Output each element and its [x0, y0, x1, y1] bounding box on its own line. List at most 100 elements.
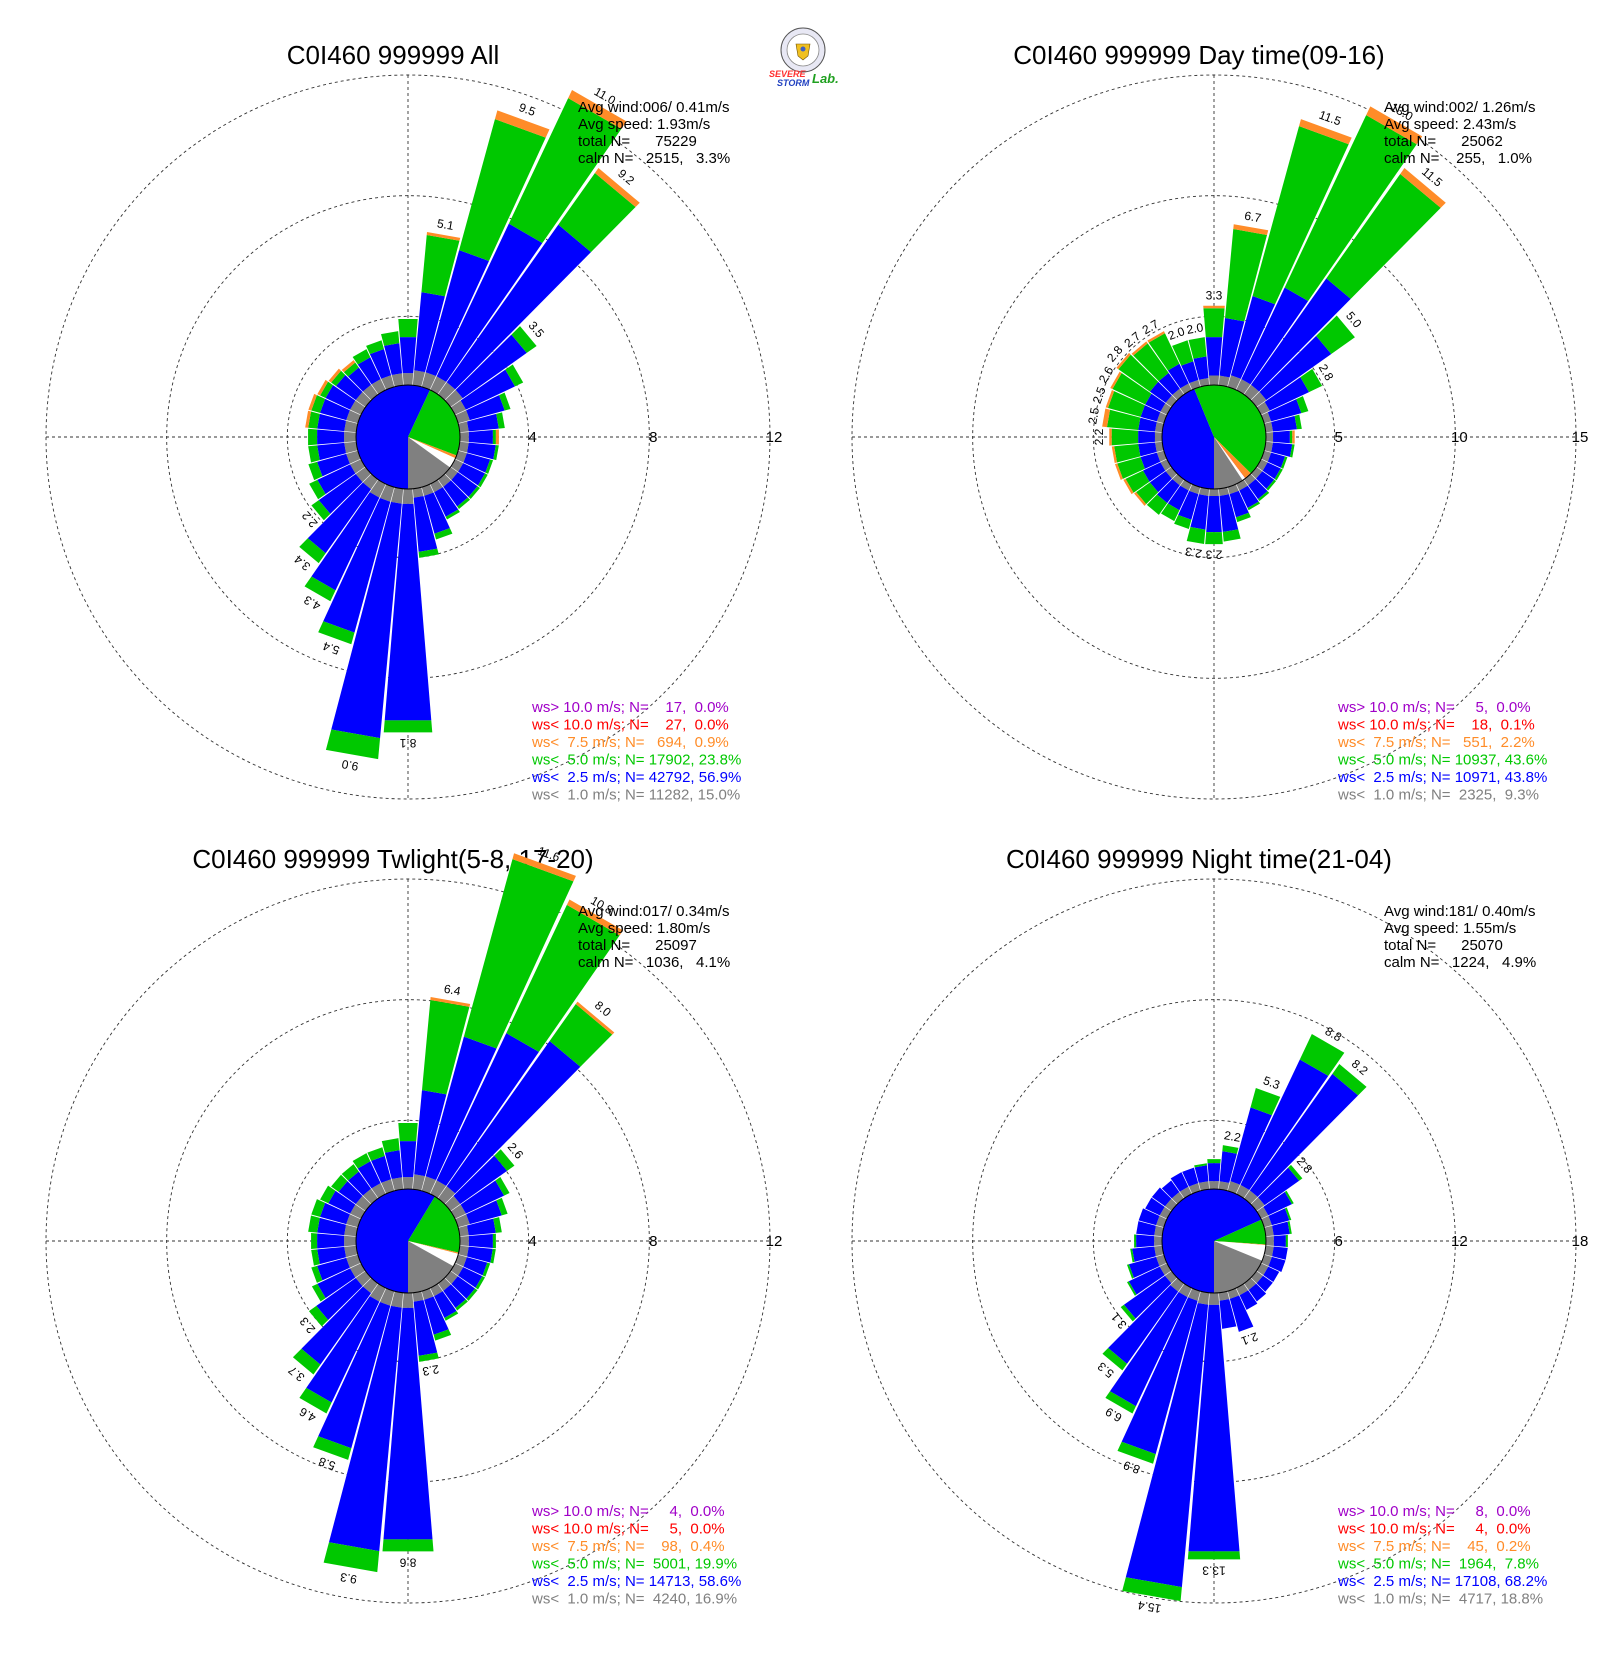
bar-segment-lt2_5 — [384, 503, 432, 721]
legend-entry-gt10: ws> 10.0 m/s; N= 8, 0.0% — [1337, 1503, 1531, 1520]
bar-segment-lt2_5 — [468, 1234, 493, 1248]
bar-segment-lt7_5 — [1114, 463, 1123, 480]
bar-dir-240 — [1123, 459, 1172, 495]
bar-segment-lt1 — [1155, 421, 1164, 433]
bar-segment-lt1 — [455, 450, 467, 463]
bar-segment-lt5 — [1106, 409, 1141, 430]
bar-segment-lt5 — [311, 395, 326, 413]
bar-segment-lt1 — [390, 1291, 404, 1308]
bar-dir-180 — [382, 1292, 434, 1552]
bar-dir-320 — [341, 1164, 378, 1205]
bar-value-label: 2.5 — [1085, 406, 1102, 425]
bar-segment-lt2_5 — [463, 453, 491, 473]
bar-value-label: 3.3 — [1206, 289, 1223, 303]
bar-segment-lt1 — [350, 1204, 366, 1219]
bar-segment-lt2_5 — [318, 1301, 391, 1449]
bar-dir-20 — [1227, 1088, 1281, 1194]
bar-segment-lt7_5 — [1123, 478, 1134, 495]
calm-pie — [355, 384, 461, 490]
bar-dir-330 — [352, 349, 386, 395]
bar-segment-lt1 — [1227, 1288, 1240, 1299]
bar-segment-lt5 — [1289, 430, 1293, 444]
bar-segment-lt2_5 — [1262, 462, 1281, 479]
bar-segment-lt2_5 — [317, 1268, 356, 1299]
bar-segment-lt2_5 — [306, 1296, 380, 1403]
bar-segment-lt2_5 — [460, 369, 516, 410]
ring-label: 15 — [1572, 429, 1589, 446]
bar-segment-lt2_5 — [1251, 278, 1351, 392]
bar-segment-lt1 — [379, 1288, 395, 1306]
bar-dir-280 — [1136, 1221, 1164, 1237]
bar-dir-100 — [1264, 1245, 1288, 1260]
bar-segment-lt7_5 — [512, 853, 576, 882]
bar-dir-210 — [299, 1283, 386, 1414]
bar-segment-lt1 — [362, 384, 378, 401]
bar-dir-80 — [458, 1217, 502, 1237]
bar-segment-lt5 — [366, 340, 384, 355]
bar-segment-lt1 — [1208, 375, 1220, 386]
bar-dir-60 — [450, 364, 524, 415]
bar-segment-lt5 — [495, 1177, 510, 1196]
bar-segment-lt1 — [421, 1176, 437, 1194]
bar-segment-lt5 — [418, 1352, 439, 1362]
bar-segment-lt2_5 — [317, 1246, 347, 1265]
windrose-panel-2: C0I460 999999 Day time(09-16) 5 10 15 3.3 6.7… — [851, 40, 1589, 804]
bar-dir-30 — [430, 899, 624, 1199]
bar-segment-lt2_5 — [317, 1257, 350, 1281]
bar-value-label: 5.1 — [436, 216, 455, 233]
pie-outline — [1161, 1188, 1267, 1294]
bar-dir-220 — [292, 1277, 378, 1375]
bar-segment-lt2_5 — [348, 1171, 371, 1196]
bar-dir-260 — [1111, 441, 1164, 464]
bar-dir-240 — [309, 459, 366, 500]
bar-segment-lt2_5 — [1258, 1167, 1300, 1206]
severe-storm-lab-logo: SEVERE STORM Lab. — [769, 27, 839, 88]
bar-segment-lt5 — [1296, 396, 1309, 414]
bar-dir-190 — [1186, 487, 1210, 545]
bar-segment-lt1 — [1227, 1181, 1240, 1194]
bar-segment-lt1 — [1244, 473, 1256, 486]
bar-segment-lt2_5 — [1272, 1246, 1288, 1260]
bar-segment-lt1 — [355, 391, 372, 407]
bar-segment-lt1 — [379, 484, 395, 502]
avg-speed-text: Avg speed: 1.93m/s — [578, 116, 710, 133]
bar-segment-lt1 — [1244, 384, 1260, 401]
panel-title: C0I460 999999 Day time(09-16) — [1013, 40, 1384, 70]
pie-slice-calm — [408, 1241, 459, 1267]
bar-segment-lt5 — [433, 1329, 452, 1341]
bar-dir-260 — [308, 441, 358, 463]
legend-entry-lt1: ws< 1.0 m/s; N= 4717, 18.8% — [1337, 1591, 1543, 1608]
bar-dir-270 — [1109, 428, 1163, 446]
bar-dir-290 — [308, 393, 361, 424]
bar-segment-lt2_5 — [317, 453, 350, 477]
bar-segment-lt2_5 — [384, 343, 403, 376]
bar-segment-lt2_5 — [451, 1276, 476, 1299]
bar-segment-lt2_5 — [1170, 1172, 1189, 1192]
bar-dir-230 — [311, 467, 372, 521]
bar-dir-30 — [430, 89, 627, 395]
bar-segment-lt2_5 — [336, 374, 363, 400]
bar-segment-lt2_5 — [1248, 479, 1268, 500]
avg-speed-text: Avg speed: 2.43m/s — [1384, 116, 1516, 133]
bar-segment-lt2_5 — [424, 1296, 449, 1335]
bar-dir-100 — [1264, 441, 1295, 458]
bar-segment-lt2_5 — [1128, 1256, 1160, 1278]
bar-segment-lt5 — [493, 445, 499, 461]
bar-dir-10 — [412, 232, 461, 387]
bar-dir-270 — [1134, 1234, 1163, 1248]
bar-segment-lt2_5 — [1263, 1266, 1280, 1283]
bar-segment-lt7_5 — [1131, 341, 1148, 356]
bar-dir-70 — [455, 392, 511, 424]
bar-segment-lt2_5 — [331, 501, 402, 739]
legend-entry-lt2_5: ws< 2.5 m/s; N= 10971, 43.8% — [1337, 769, 1547, 786]
bar-dir-220 — [1146, 473, 1184, 515]
bar-dir-340 — [1172, 340, 1201, 390]
bar-segment-lt5 — [343, 362, 359, 377]
bar-segment-lt1 — [1236, 1184, 1250, 1199]
bar-segment-lt2_5 — [425, 250, 489, 377]
bar-segment-lt2_5 — [413, 1300, 438, 1356]
bar-segment-lt1 — [1264, 421, 1273, 433]
total-n-text: total N= 25070 — [1384, 937, 1503, 954]
legend-entry-lt10: ws< 10.0 m/s; N= 5, 0.0% — [531, 1521, 725, 1538]
